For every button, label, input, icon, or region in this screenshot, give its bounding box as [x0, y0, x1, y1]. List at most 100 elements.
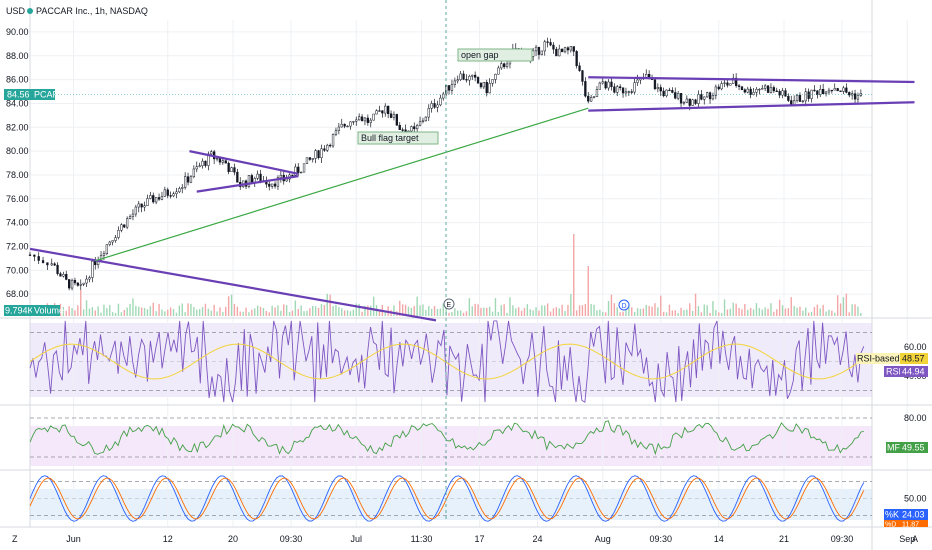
volume-bar: [593, 304, 595, 316]
candle-body: [552, 44, 555, 50]
volume-bar: [842, 297, 845, 316]
svg-text:E: E: [447, 302, 452, 309]
candle-body: [146, 198, 149, 206]
volume-bar: [758, 308, 761, 316]
indicator-lines: [29, 320, 872, 522]
candle-body: [221, 160, 224, 163]
volume-bar: [790, 297, 792, 316]
volume-bar: [312, 305, 314, 316]
volume-bar: [251, 309, 253, 316]
candle-body: [329, 144, 332, 147]
candle-body: [558, 48, 561, 57]
candle-body: [360, 116, 364, 122]
bull-flag-target-line[interactable]: [95, 107, 589, 262]
candle-body: [381, 110, 384, 114]
volume-bar: [207, 308, 210, 316]
x-tick-label: Sep: [899, 534, 915, 544]
volume-bar: [416, 296, 418, 316]
volume-bar: [120, 312, 123, 316]
candle-body: [33, 254, 36, 257]
candle-body: [418, 121, 422, 126]
candle-body: [842, 87, 845, 92]
candle-body: [758, 88, 761, 91]
candle-body: [152, 195, 155, 203]
price-tick-label: 90.00: [6, 27, 29, 37]
volume-bar: [161, 309, 163, 316]
trend-drawings[interactable]: [29, 76, 915, 322]
candle-body: [848, 92, 851, 96]
candle-body: [503, 63, 506, 68]
volume-bar: [607, 300, 610, 316]
y-axis-price: 68.00 70.00 72.00 74.00 76.00 78.00 80.00 82.00…: [6, 27, 29, 299]
candle-body: [807, 91, 810, 99]
volume-bar: [332, 305, 334, 316]
volume-bar: [860, 312, 862, 316]
candle-body: [323, 148, 326, 151]
channel-lower[interactable]: [588, 101, 915, 112]
volume-bar: [349, 311, 352, 316]
volume-bar: [857, 306, 859, 316]
candle-body: [308, 157, 312, 160]
candle-body: [128, 216, 132, 219]
volume-bar: [410, 307, 413, 316]
volume-bar: [285, 305, 288, 316]
pennant-upper[interactable]: [189, 150, 299, 175]
candle-body: [331, 134, 335, 147]
volume-bar: [677, 312, 679, 316]
candle-body: [679, 93, 683, 104]
candle-body: [384, 105, 387, 114]
currency-label: USD: [6, 6, 26, 16]
candle-body: [201, 160, 204, 167]
price-tick-label: 70.00: [6, 265, 29, 275]
pennant-lower[interactable]: [196, 175, 299, 193]
volume-bar: [633, 311, 636, 316]
x-tick-label: 20: [228, 534, 238, 544]
candle-body: [53, 263, 56, 266]
volume-bar: [744, 303, 746, 316]
candle-body: [491, 79, 494, 84]
volume-bar: [512, 305, 514, 316]
rsi-label: RSI: [886, 367, 901, 377]
corner-left[interactable]: Z: [12, 534, 18, 544]
volume-bar: [599, 309, 601, 316]
candle-body: [833, 88, 836, 91]
volume-bar: [631, 307, 633, 316]
volume-bar: [555, 307, 558, 316]
candle-body: [392, 114, 396, 118]
candle-body: [28, 254, 32, 256]
chart-title: PACCAR Inc., 1h, NASDAQ: [36, 6, 148, 16]
candle-body: [714, 86, 718, 96]
dividend-marker[interactable]: D: [618, 299, 630, 311]
x-tick-label: 14: [714, 534, 724, 544]
volume-bar: [242, 311, 244, 316]
candle-body: [610, 81, 613, 87]
channel-upper[interactable]: [588, 76, 915, 84]
candle-body: [590, 97, 593, 102]
volume-bar: [668, 304, 671, 316]
volume-bar: [439, 308, 442, 316]
volume-bar: [781, 305, 784, 316]
volume-bar: [297, 309, 299, 316]
volume-bar: [723, 299, 726, 316]
candle-body: [839, 90, 842, 92]
candle-body: [595, 89, 599, 97]
open-gap-annotation[interactable]: open gap: [457, 48, 533, 62]
earnings-marker[interactable]: E: [443, 298, 455, 310]
candle-body: [572, 46, 575, 52]
candle-body: [627, 91, 631, 93]
volume-bar: [529, 309, 531, 316]
bull-flag-target-annotation[interactable]: Bull flag target: [357, 131, 439, 145]
descending-trendline[interactable]: [29, 247, 437, 322]
volume-bar: [277, 305, 279, 316]
volume-bar: [596, 310, 598, 316]
volume-bar: [729, 308, 732, 316]
volume-bar: [486, 307, 488, 316]
candle-body: [691, 99, 694, 106]
candle-body: [563, 47, 567, 53]
volume-bar: [167, 309, 169, 316]
corner-right[interactable]: A: [912, 534, 918, 544]
candle-body: [795, 94, 799, 101]
volume-bar: [419, 305, 421, 316]
